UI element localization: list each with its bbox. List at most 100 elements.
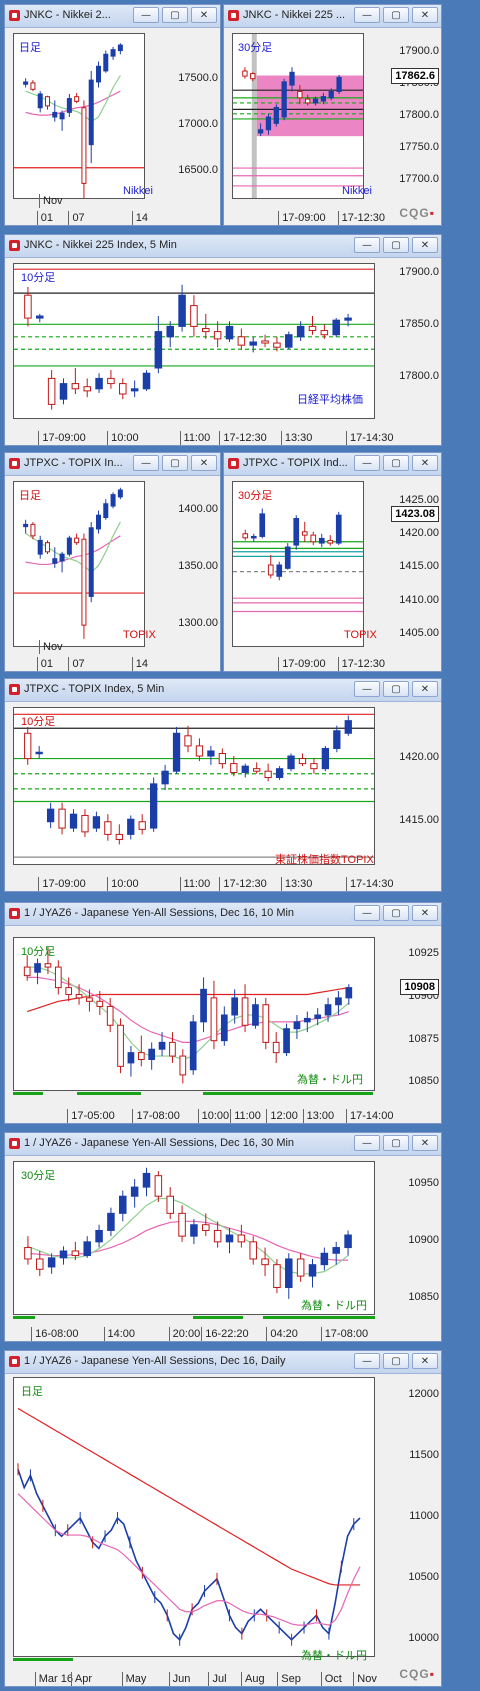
minimize-button[interactable]: — <box>354 455 380 471</box>
close-button[interactable]: ✕ <box>412 1353 438 1369</box>
candle <box>335 991 342 1015</box>
minimize-button[interactable]: — <box>354 905 380 921</box>
close-button[interactable]: ✕ <box>412 1135 438 1151</box>
minimize-button[interactable]: — <box>354 681 380 697</box>
candle <box>308 1258 317 1288</box>
chart-window[interactable]: JNKC - Nikkei 225 ... —▢✕ 17900.017850.017… <box>223 4 442 226</box>
minimize-button[interactable]: — <box>133 7 159 23</box>
last-price-box: 10908 <box>400 978 439 995</box>
candle <box>293 515 300 550</box>
close-button[interactable]: ✕ <box>191 455 217 471</box>
session-bar <box>77 1092 141 1095</box>
maximize-button[interactable]: ▢ <box>383 1353 409 1369</box>
window-titlebar[interactable]: JTPXC - TOPIX In... — ▢ ✕ <box>5 453 220 476</box>
close-button[interactable]: ✕ <box>412 681 438 697</box>
timeframe-label: 日足 <box>19 42 41 54</box>
chart-window[interactable]: JNKC - Nikkei 225 Index, 5 Min — ▢ ✕ 17900.0… <box>4 234 442 446</box>
cqg-app-icon[interactable] <box>228 458 239 469</box>
chart-window[interactable]: JNKC - Nikkei 2... — ▢ ✕ 17500.0 17000.0 16500… <box>4 4 221 226</box>
cqg-app-icon[interactable] <box>9 908 20 919</box>
chart-window[interactable]: 1 / JYAZ6 - Japanese Yen-All Sessions, D… <box>4 902 442 1124</box>
minimize-button[interactable]: — <box>354 237 380 253</box>
plot-area[interactable] <box>232 481 364 647</box>
cqg-app-icon[interactable] <box>9 1138 20 1149</box>
plot-area[interactable] <box>232 33 364 199</box>
candle <box>285 1253 293 1299</box>
cqg-app-icon[interactable] <box>9 684 20 695</box>
chart-window[interactable]: 1 / JYAZ6 - Japanese Yen-All Sessions, D… <box>4 1350 442 1687</box>
cqg-app-icon[interactable] <box>9 240 20 251</box>
candle <box>154 1171 163 1202</box>
minimize-button[interactable]: — <box>354 7 380 23</box>
candle <box>320 1247 329 1271</box>
window-titlebar[interactable]: JNKC - Nikkei 225 ... — ▢ ✕ <box>224 5 441 28</box>
candle <box>96 991 104 1015</box>
window-titlebar[interactable]: 1 / JYAZ6 - Japanese Yen-All Sessions, D… <box>5 1351 441 1374</box>
window-titlebar[interactable]: JTPXC - TOPIX Index, 5 Min — ▢ ✕ <box>5 679 441 702</box>
window-titlebar[interactable]: JTPXC - TOPIX Ind... — ▢ ✕ <box>224 453 441 476</box>
chart-window[interactable]: 1 / JYAZ6 - Japanese Yen-All Sessions, D… <box>4 1132 442 1342</box>
maximize-button[interactable]: ▢ <box>383 905 409 921</box>
x-axis: 17-09:00 10:00 11:00 17-12:30 13:30 17-14:30 <box>5 865 441 891</box>
window-titlebar[interactable]: 1 / JYAZ6 - Japanese Yen-All Sessions, D… <box>5 1133 441 1156</box>
candle <box>324 997 332 1022</box>
maximize-button[interactable]: ▢ <box>383 7 409 23</box>
plot-area[interactable] <box>13 937 375 1091</box>
window-titlebar[interactable]: JNKC - Nikkei 225 Index, 5 Min — ▢ ✕ <box>5 235 441 258</box>
minimize-button[interactable]: — <box>133 455 159 471</box>
maximize-button[interactable]: ▢ <box>383 237 409 253</box>
window-title: JNKC - Nikkei 225 ... <box>243 9 346 21</box>
cqg-app-icon[interactable] <box>9 10 20 21</box>
candle <box>44 540 51 555</box>
maximize-button[interactable]: ▢ <box>383 681 409 697</box>
candle <box>127 815 135 840</box>
candle <box>154 316 163 374</box>
candle <box>137 1035 145 1067</box>
close-button[interactable]: ✕ <box>412 7 438 23</box>
candle <box>231 989 239 1024</box>
chart-svg <box>233 34 363 198</box>
cqg-app-icon[interactable] <box>9 1356 20 1367</box>
chart-window[interactable]: JTPXC - TOPIX Ind... — ▢ ✕ 1425.00 1420.00 141… <box>223 452 442 672</box>
close-button[interactable]: ✕ <box>412 905 438 921</box>
close-button[interactable]: ✕ <box>412 237 438 253</box>
maximize-button[interactable]: ▢ <box>383 455 409 471</box>
maximize-button[interactable]: ▢ <box>162 7 188 23</box>
close-button[interactable]: ✕ <box>412 455 438 471</box>
maximize-icon: ▢ <box>391 1356 401 1367</box>
minimize-button[interactable]: — <box>354 1135 380 1151</box>
candle <box>297 85 303 105</box>
candle <box>327 535 334 546</box>
window-titlebar[interactable]: 1 / JYAZ6 - Japanese Yen-All Sessions, D… <box>5 903 441 926</box>
plot-area[interactable] <box>13 33 145 199</box>
plot-area[interactable] <box>13 481 145 647</box>
chart-window[interactable]: JTPXC - TOPIX In... — ▢ ✕ 1400.00 1350.00 1300… <box>4 452 221 672</box>
candle <box>253 762 261 774</box>
plot-area[interactable] <box>13 263 375 419</box>
plot-area[interactable] <box>13 1377 375 1657</box>
chart-window[interactable]: JTPXC - TOPIX Index, 5 Min — ▢ ✕ 1420.00 1415… <box>4 678 442 892</box>
plot-area[interactable] <box>13 1161 375 1315</box>
close-icon: ✕ <box>420 684 430 695</box>
cqg-app-icon[interactable] <box>228 10 239 21</box>
maximize-button[interactable]: ▢ <box>383 1135 409 1151</box>
plot-area[interactable] <box>13 707 375 865</box>
cqg-app-icon[interactable] <box>9 458 20 469</box>
y-tick-label: 17000.0 <box>178 118 218 131</box>
window-titlebar[interactable]: JNKC - Nikkei 2... — ▢ ✕ <box>5 5 220 28</box>
y-tick-label: 1420.00 <box>399 527 439 540</box>
x-tick-label: 16-22:20 <box>201 1327 249 1341</box>
minimize-button[interactable]: — <box>354 1353 380 1369</box>
close-button[interactable]: ✕ <box>191 7 217 23</box>
candle <box>95 510 102 534</box>
x-tick-label: 13:30 <box>280 877 313 891</box>
instrument-label: 為替・ドル円 <box>301 1300 367 1312</box>
candle <box>115 824 123 845</box>
x-tick-label: 10:00 <box>197 1109 230 1123</box>
candle <box>103 50 109 73</box>
maximize-button[interactable]: ▢ <box>162 455 188 471</box>
candle <box>237 1224 246 1248</box>
cqg-logo: CQG▪ <box>399 1667 435 1681</box>
candle <box>264 763 272 782</box>
